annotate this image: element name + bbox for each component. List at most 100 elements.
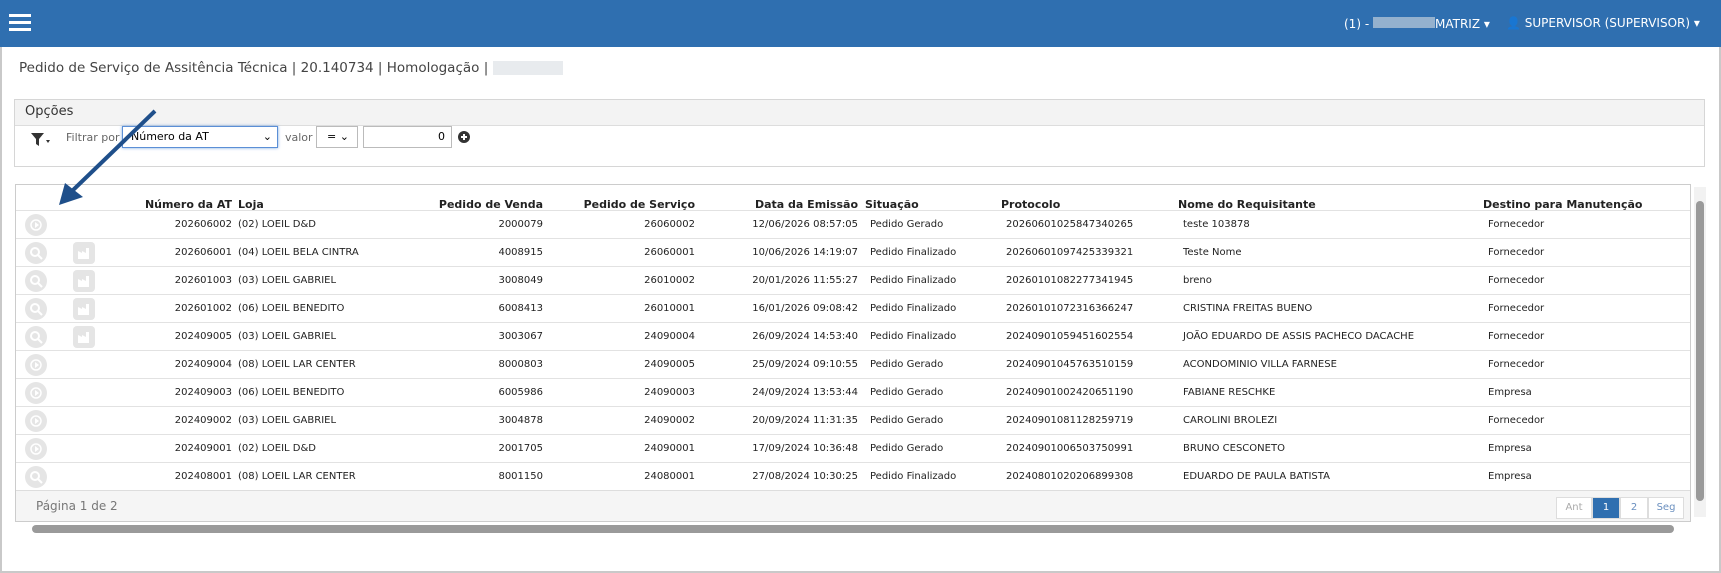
start-button[interactable] bbox=[25, 382, 47, 404]
column-header: Loja bbox=[238, 198, 264, 211]
cell: 202409002 bbox=[174, 415, 232, 426]
cell: 20240901045763510159 bbox=[1006, 359, 1134, 370]
cell: BRUNO CESCONETO bbox=[1183, 443, 1285, 454]
page-button[interactable]: 1 bbox=[1592, 497, 1620, 519]
cell: Pedido Finalizado bbox=[870, 247, 957, 258]
start-button[interactable] bbox=[25, 438, 47, 460]
table-row: 202606002 (02) LOEIL D&D 2000079 26060002 12… bbox=[16, 210, 1690, 238]
cell: 26010001 bbox=[644, 303, 695, 314]
table-footer: Página 1 de 2 bbox=[16, 490, 1690, 521]
cell: (06) LOEIL BENEDITO bbox=[238, 303, 345, 314]
operator: = bbox=[327, 130, 337, 143]
start-button[interactable] bbox=[25, 214, 47, 236]
cell: 20240901059451602554 bbox=[1006, 331, 1134, 342]
table-row: 202409001 (02) LOEIL D&D 2001705 24090001 17… bbox=[16, 434, 1690, 462]
column-header: Situação bbox=[865, 198, 919, 211]
cell: 24090001 bbox=[644, 443, 695, 454]
factory-button[interactable] bbox=[73, 326, 95, 348]
cell: Pedido Gerado bbox=[870, 415, 944, 426]
cell: 202409004 bbox=[174, 359, 232, 370]
cell: (04) LOEIL BELA CINTRA bbox=[238, 247, 359, 258]
cell: FABIANE RESCHKE bbox=[1183, 387, 1276, 398]
cell: 6008413 bbox=[498, 303, 543, 314]
user-menu[interactable]: 👤 SUPERVISOR (SUPERVISOR) ▾ bbox=[1506, 16, 1700, 30]
prev-page[interactable]: Ant bbox=[1556, 497, 1592, 519]
add-filter[interactable] bbox=[458, 131, 470, 143]
cell: 24080001 bbox=[644, 471, 695, 482]
cell: (03) LOEIL GABRIEL bbox=[238, 275, 337, 286]
cell: 202409005 bbox=[174, 331, 232, 342]
cell: 10/06/2026 14:19:07 bbox=[752, 247, 858, 258]
cell: 202409003 bbox=[174, 387, 232, 398]
cell: 25/09/2024 09:10:55 bbox=[752, 359, 858, 370]
table-row: 202409004 (08) LOEIL LAR CENTER 8000803 240… bbox=[16, 350, 1690, 378]
column-header: Pedido de Serviço bbox=[583, 198, 695, 211]
cell: 202408001 bbox=[174, 471, 232, 482]
cell: Fornecedor bbox=[1488, 331, 1545, 342]
table-row: 202601003 (03) LOEIL GABRIEL 3008049 260100… bbox=[16, 266, 1690, 294]
menu-button[interactable] bbox=[9, 13, 31, 31]
cell: 24/09/2024 13:53:44 bbox=[752, 387, 858, 398]
cell: 20/01/2026 11:55:27 bbox=[752, 275, 858, 286]
cell: 20240901081128259719 bbox=[1006, 415, 1134, 426]
cell: 20/09/2024 11:31:35 bbox=[752, 415, 858, 426]
vertical-scrollbar[interactable] bbox=[1694, 187, 1706, 517]
cell: JOÃO EDUARDO DE ASSIS PACHECO DACACHE bbox=[1183, 331, 1415, 342]
view-button[interactable] bbox=[25, 466, 47, 488]
cell: Pedido Finalizado bbox=[870, 331, 957, 342]
value-label: valor bbox=[285, 131, 313, 144]
cell: 202601003 bbox=[174, 275, 232, 286]
cell: Fornecedor bbox=[1488, 275, 1545, 286]
cell: (06) LOEIL BENEDITO bbox=[238, 387, 345, 398]
cell: 16/01/2026 09:08:42 bbox=[752, 303, 858, 314]
cell: 24090002 bbox=[644, 415, 695, 426]
cell: 4008915 bbox=[498, 247, 543, 258]
filter-label: Filtrar por bbox=[66, 131, 120, 144]
factory-button[interactable] bbox=[73, 298, 95, 320]
filter-select[interactable]: Número da AT ⌄ bbox=[122, 126, 278, 148]
cell: 24090003 bbox=[644, 387, 695, 398]
factory-button[interactable] bbox=[73, 270, 95, 292]
cell: 3004878 bbox=[498, 415, 543, 426]
cell: 2001705 bbox=[498, 443, 543, 454]
cell: 26060002 bbox=[644, 219, 695, 230]
next-page[interactable]: Seg bbox=[1648, 497, 1684, 519]
column-header: Destino para Manutenção bbox=[1483, 198, 1643, 211]
view-button[interactable] bbox=[25, 326, 47, 348]
options-title: Opções bbox=[15, 100, 1704, 126]
view-button[interactable] bbox=[25, 298, 47, 320]
view-button[interactable] bbox=[25, 270, 47, 292]
company-selector[interactable]: (1) - MATRIZ ▾ bbox=[1344, 17, 1490, 31]
filter-icon[interactable] bbox=[31, 132, 51, 148]
cell: 202606002 bbox=[174, 219, 232, 230]
user: SUPERVISOR (SUPERVISOR) bbox=[1524, 16, 1691, 30]
cell: (08) LOEIL LAR CENTER bbox=[238, 359, 356, 370]
column-header: Pedido de Venda bbox=[438, 198, 543, 211]
cell: 20260601097425339321 bbox=[1006, 247, 1134, 258]
cell: 17/09/2024 10:36:48 bbox=[752, 443, 858, 454]
cell: Pedido Gerado bbox=[870, 219, 944, 230]
cell: 2000079 bbox=[498, 219, 543, 230]
cell: 24090005 bbox=[644, 359, 695, 370]
cell: (08) LOEIL LAR CENTER bbox=[238, 471, 356, 482]
cell: ACONDOMINIO VILLA FARNESE bbox=[1183, 359, 1337, 370]
start-button[interactable] bbox=[25, 410, 47, 432]
operator-select[interactable]: = ⌄ bbox=[316, 126, 358, 148]
cell: Pedido Gerado bbox=[870, 387, 944, 398]
cell: Pedido Gerado bbox=[870, 359, 944, 370]
cell: Teste Nome bbox=[1183, 247, 1242, 258]
cell: Pedido Finalizado bbox=[870, 275, 957, 286]
value-input[interactable]: 0 bbox=[363, 126, 452, 148]
factory-button[interactable] bbox=[73, 242, 95, 264]
filter-field: Número da AT bbox=[131, 130, 209, 143]
company-prefix: (1) - bbox=[1344, 17, 1370, 31]
page-button[interactable]: 2 bbox=[1620, 497, 1648, 519]
cell: CAROLINI BROLEZI bbox=[1183, 415, 1278, 426]
horizontal-scrollbar[interactable] bbox=[18, 524, 1688, 534]
cell: (03) LOEIL GABRIEL bbox=[238, 331, 337, 342]
view-button[interactable] bbox=[25, 242, 47, 264]
value: 0 bbox=[438, 130, 445, 143]
cell: 202606001 bbox=[174, 247, 232, 258]
start-button[interactable] bbox=[25, 354, 47, 376]
cell: 20240901002420651190 bbox=[1006, 387, 1134, 398]
